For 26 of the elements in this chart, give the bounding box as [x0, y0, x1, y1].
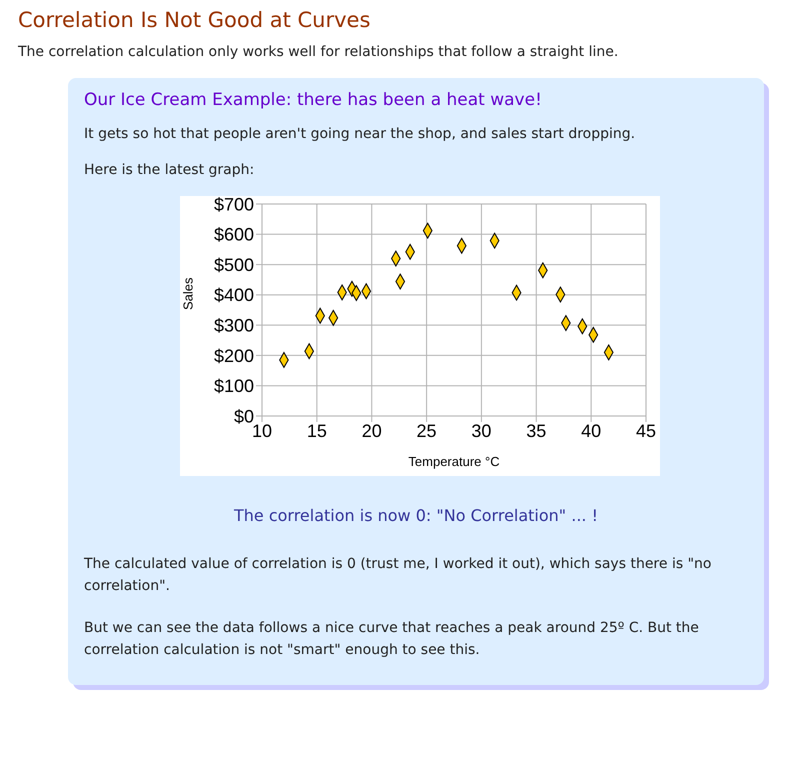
x-tick-label: 40	[581, 420, 602, 441]
x-tick-label: 30	[471, 420, 492, 441]
text: But we can see the data follows a nice curve that reaches a peak around 25º C. But the correlation calculation is not "smart" enough to see this.	[84, 619, 700, 660]
x-tick-label: 10	[252, 420, 272, 441]
text: Here is the latest graph:	[84, 162, 256, 178]
x-axis-title: Temperature °C	[408, 454, 500, 469]
x-tick-label: 35	[526, 420, 546, 441]
y-tick-label: $700	[214, 194, 254, 214]
x-tick-label: 20	[362, 420, 382, 441]
text: The correlation is now 0: "No Correlation" ... !	[232, 506, 600, 525]
text: It gets so hot that people aren't going near the shop, and sales start dropping.	[84, 126, 636, 142]
x-tick-label: 15	[306, 420, 327, 441]
text: The calculated value of correlation is 0 (trust me, I worked it out), which says there is "no correlation".	[84, 555, 712, 596]
y-tick-label: $400	[214, 285, 254, 306]
x-tick-label: 45	[636, 420, 656, 441]
text: Our Ice Cream Example: there has been a heat wave!	[84, 90, 543, 110]
y-tick-label: $600	[214, 224, 254, 245]
y-tick-label: $300	[214, 316, 254, 336]
y-tick-label: $500	[214, 254, 254, 275]
chart-subtitle: The correlation calculation only works well for relationships that follow a straight line.	[18, 44, 620, 60]
y-axis-title: Sales	[180, 276, 196, 310]
chart-title: Correlation Is Not Good at Curves	[18, 8, 372, 32]
y-tick-label: $200	[214, 346, 254, 366]
y-tick-label: $100	[214, 376, 254, 396]
y-tick-label: $0	[234, 406, 254, 426]
x-tick-label: 25	[416, 420, 437, 441]
